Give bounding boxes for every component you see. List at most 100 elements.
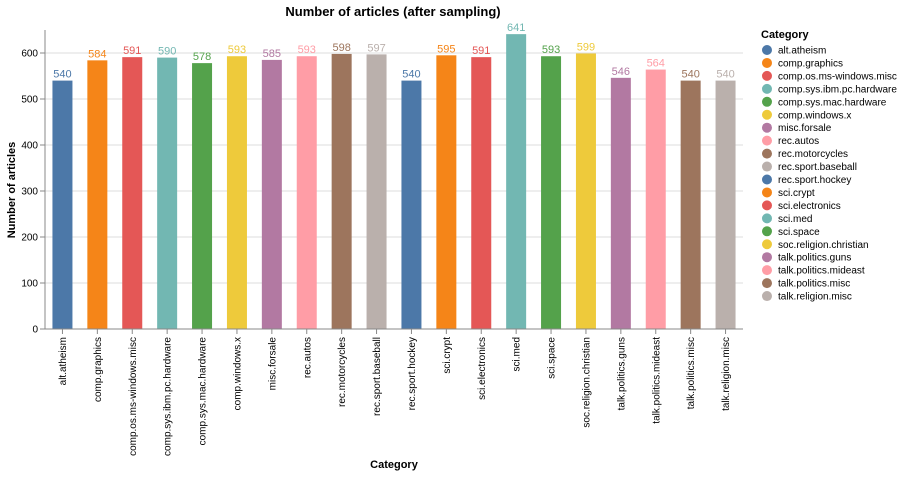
x-tick-label: comp.sys.ibm.pc.hardware: [163, 337, 174, 456]
value-label: 540: [402, 69, 420, 81]
value-label: 597: [367, 42, 385, 54]
bar: [680, 80, 701, 329]
bar: [575, 53, 596, 330]
value-label: 593: [298, 44, 316, 56]
bar: [226, 56, 247, 329]
legend-swatch: [762, 187, 772, 198]
x-tick-label: comp.graphics: [93, 337, 104, 402]
legend-swatch: [762, 213, 772, 224]
bar: [261, 59, 282, 330]
x-tick-label: comp.windows.x: [232, 337, 243, 410]
y-tick-label: 0: [32, 325, 38, 336]
y-tick-label: 100: [21, 279, 38, 290]
bar: [541, 56, 562, 329]
legend-title: Category: [761, 29, 810, 41]
x-tick-label: comp.sys.mac.hardware: [198, 337, 209, 446]
bar: [366, 54, 387, 329]
value-label: 591: [472, 45, 490, 57]
legend-swatch: [762, 200, 772, 211]
value-label: 593: [228, 44, 246, 56]
legend-swatch: [762, 278, 772, 289]
legend-swatch: [762, 96, 772, 107]
y-tick-label: 300: [21, 187, 38, 198]
x-tick-label: misc.forsale: [267, 337, 278, 391]
bar: [401, 80, 422, 329]
legend-swatch: [762, 57, 772, 68]
x-tick-label: talk.politics.mideast: [651, 337, 662, 424]
bar: [471, 57, 492, 329]
value-label: 546: [612, 66, 630, 78]
legend-swatch: [762, 135, 772, 146]
legend-swatch: [762, 265, 772, 276]
legend-label: rec.sport.baseball: [778, 162, 857, 173]
value-label: 590: [158, 46, 176, 58]
value-label: 585: [263, 48, 281, 60]
gridlines: [45, 52, 743, 330]
x-tick-label: rec.sport.hockey: [407, 337, 418, 410]
legend-label: talk.politics.guns: [778, 253, 851, 264]
bar: [157, 57, 178, 329]
legend-label: comp.windows.x: [778, 110, 851, 121]
legend-label: comp.sys.ibm.pc.hardware: [778, 84, 897, 95]
y-tick-label: 200: [21, 233, 38, 244]
bars: [52, 34, 736, 330]
legend-label: comp.graphics: [778, 58, 843, 69]
y-tick-label: 400: [21, 141, 38, 152]
value-label: 540: [716, 69, 734, 81]
legend-swatch: [762, 148, 772, 159]
legend-swatch: [762, 83, 772, 94]
legend-label: talk.religion.misc: [778, 292, 852, 303]
legend-swatch: [762, 239, 772, 250]
legend-swatch: [762, 174, 772, 185]
x-tick-label: sci.electronics: [477, 337, 488, 400]
x-tick-label: talk.politics.guns: [616, 337, 627, 410]
legend-label: talk.politics.misc: [778, 279, 850, 290]
legend-label: comp.sys.mac.hardware: [778, 97, 887, 108]
x-tick-label: sci.crypt: [442, 337, 453, 374]
value-label: 540: [53, 69, 71, 81]
value-label: 599: [577, 41, 595, 53]
value-labels: 540 584 591 590 578 593 585 593 598 597 540 595 591 6…: [53, 22, 734, 80]
value-label: 593: [542, 44, 560, 56]
legend-swatch: [762, 70, 772, 81]
value-label: 595: [437, 43, 455, 55]
legend-swatch: [762, 45, 772, 55]
x-tick-label: talk.politics.misc: [686, 337, 697, 409]
value-label: 540: [681, 69, 699, 81]
bar: [506, 34, 527, 329]
legend-swatch: [762, 252, 772, 263]
x-tick-label: alt.atheism: [58, 337, 69, 385]
bar: [331, 53, 352, 330]
legend-label: sci.electronics: [778, 201, 841, 212]
legend-label: rec.motorcycles: [778, 149, 848, 160]
legend-label: sci.crypt: [778, 188, 815, 199]
x-tick-label: rec.sport.baseball: [372, 337, 383, 416]
x-axis: alt.atheism comp.graphics comp.os.ms-windo…: [45, 328, 743, 456]
value-label: 578: [193, 51, 211, 63]
bar: [122, 57, 143, 329]
bar: [436, 55, 457, 330]
value-label: 591: [123, 45, 141, 57]
x-tick-label: rec.motorcycles: [337, 337, 348, 407]
x-tick-label: rec.autos: [302, 337, 313, 378]
bar: [715, 80, 736, 329]
x-tick-label: comp.os.ms-windows.misc: [128, 337, 139, 456]
legend-label: rec.autos: [778, 136, 819, 147]
x-tick-label: sci.space: [547, 337, 558, 379]
legend-label: soc.religion.christian: [778, 240, 869, 251]
bar: [52, 80, 73, 329]
legend-swatch: [762, 161, 772, 172]
x-tick-label: soc.religion.christian: [581, 337, 592, 428]
legend-label: misc.forsale: [778, 123, 832, 134]
legend-label: sci.med: [778, 214, 812, 225]
legend-swatch: [762, 226, 772, 237]
legend-label: rec.sport.hockey: [778, 175, 851, 186]
legend-swatch: [762, 109, 772, 120]
x-tick-label: sci.med: [512, 337, 523, 371]
bar: [610, 77, 631, 329]
legend-swatch: [762, 122, 772, 133]
value-label: 641: [507, 22, 525, 34]
y-tick-label: 600: [21, 49, 38, 60]
